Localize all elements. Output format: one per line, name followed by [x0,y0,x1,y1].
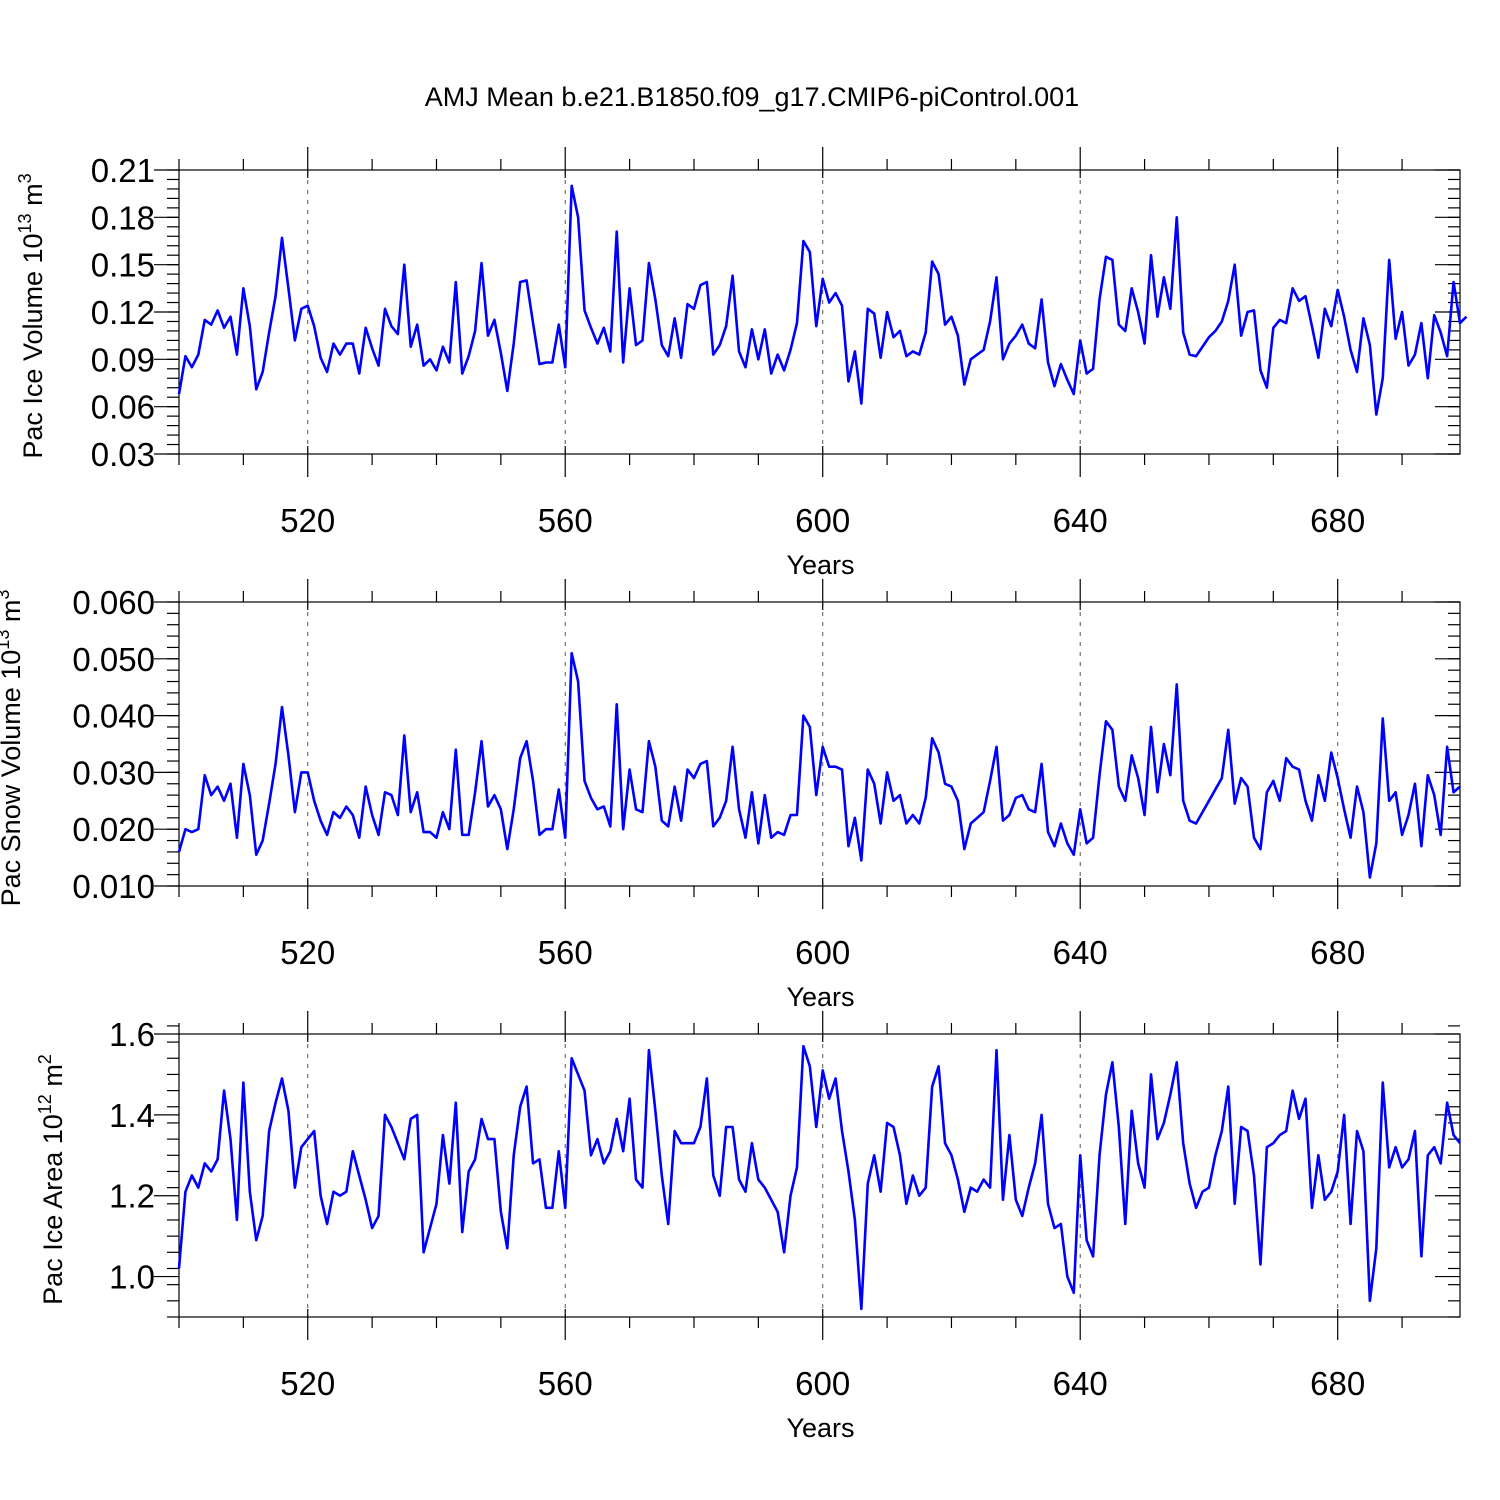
y-axis-label-text: m [0,600,26,630]
plot-frame [178,601,1461,887]
y-axis-label-text: Pac Ice Area 10 [38,1114,68,1305]
x-axis-label: Years [786,1413,854,1443]
y-tick-label: 0.050 [72,641,155,678]
y-axis-label-text: Pac Ice Volume 10 [18,233,48,458]
y-axis-label-superscript: 13 [15,213,35,233]
y-axis-label-superscript: 13 [0,630,13,650]
chart-title: AMJ Mean b.e21.B1850.f09_g17.CMIP6-piCon… [425,82,1079,112]
y-axis-label-text: Pac Snow Volume 10 [0,650,26,907]
y-axis-label-text: m [38,1064,68,1094]
y-tick-label: 0.030 [72,754,155,791]
x-tick-label: 680 [1310,502,1365,539]
y-tick-label: 0.09 [91,341,155,378]
series-line [177,651,1461,879]
y-axis-label-text: m [18,183,48,213]
y-axis-label-superscript: 2 [35,1054,55,1064]
x-tick-label: 640 [1053,934,1108,971]
panel-3: 1.0 1.2 1.4 1.6 520 560 600 640 680 Years Pac Ice … [35,1011,1462,1443]
x-tick-label: 520 [280,502,335,539]
x-tick-label: 560 [538,1365,593,1402]
x-tick-label: 680 [1310,1365,1365,1402]
y-tick-label: 1.2 [109,1178,155,1215]
plot-frame [178,1033,1461,1318]
x-tick-label: 520 [280,934,335,971]
y-tick-label: 0.21 [91,152,155,189]
panel-2: 0.010 0.020 0.030 0.040 0.050 0.060 520 560 600 6… [0,579,1461,1012]
y-tick-label: 0.12 [91,294,155,331]
y-tick-label: 0.010 [72,868,155,905]
x-tick-label: 640 [1053,1365,1108,1402]
y-tick-label: 1.6 [109,1016,155,1053]
y-tick-label: 0.03 [91,436,155,473]
x-tick-label: 600 [795,502,850,539]
y-axis-label: Pac Snow Volume 1013 m3 [0,590,26,907]
x-tick-label: 560 [538,934,593,971]
y-axis-label-superscript: 3 [15,173,35,183]
series-line [177,1044,1462,1311]
y-tick-label: 0.06 [91,389,155,426]
x-tick-label: 600 [795,934,850,971]
y-axis-label-superscript: 3 [0,590,13,600]
y-tick-label: 1.0 [109,1259,155,1296]
y-tick-label: 0.020 [72,811,155,848]
y-axis-label: Pac Ice Area 1012 m2 [35,1054,68,1305]
x-tick-label: 600 [795,1365,850,1402]
series-line [177,184,1468,416]
y-tick-label: 0.15 [91,247,155,284]
y-tick-label: 1.4 [109,1097,155,1134]
y-axis-label: Pac Ice Volume 1013 m3 [15,173,48,458]
x-tick-label: 560 [538,502,593,539]
x-tick-label: 640 [1053,502,1108,539]
x-axis-label: Years [786,982,854,1012]
x-tick-label: 520 [280,1365,335,1402]
y-tick-label: 0.18 [91,199,155,236]
panel-1: 0.03 0.06 0.09 0.12 0.15 0.18 0.21 520 560 600 640… [15,147,1468,580]
y-tick-label: 0.040 [72,698,155,735]
y-tick-label: 0.060 [72,584,155,621]
y-axis-label-superscript: 12 [35,1094,55,1114]
panels: 0.03 0.06 0.09 0.12 0.15 0.18 0.21 520 560 600 640… [0,147,1468,1443]
x-tick-label: 680 [1310,934,1365,971]
x-axis-label: Years [786,550,854,580]
